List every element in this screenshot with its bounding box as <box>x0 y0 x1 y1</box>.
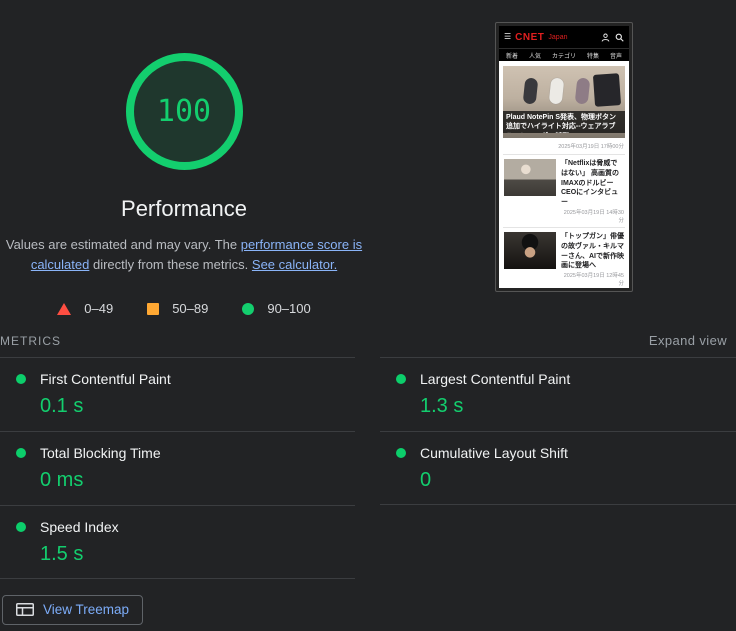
see-calculator-link[interactable]: See calculator. <box>251 257 338 272</box>
pass-dot-icon <box>16 522 26 532</box>
metric-name: Cumulative Layout Shift <box>420 445 568 461</box>
metric-largest-contentful-paint: Largest Contentful Paint 1.3 s <box>380 357 736 431</box>
search-icon <box>615 33 624 42</box>
metric-name: Total Blocking Time <box>40 445 161 461</box>
cnet-nav-item: 人気 <box>528 53 541 60</box>
article-text: 「トップガン」俳優の故ヴァル・キルマーさん、AIで新作映画に登場へ 2025年0… <box>561 232 624 287</box>
cnet-page-body: Plaud NotePin S発表、物理ボタン追加でハイライト対応--ウェアラブ… <box>499 61 629 288</box>
page-screenshot-thumbnail[interactable]: ☰ CNET Japan 新着 人気 カテゴリ 特集 音声 <box>495 22 633 292</box>
score-description-text-2: directly from these metrics. <box>89 257 252 272</box>
pass-dot-icon <box>396 448 406 458</box>
article-title: 「Netflixは脅威ではない」 高画質のIMAXのドルビーCEOにインタビュー <box>561 160 619 207</box>
article-date: 2025年03月19日 12時45分 <box>563 273 624 288</box>
view-treemap-button[interactable]: View Treemap <box>2 595 144 625</box>
cnet-nav-item: カテゴリ <box>551 53 576 60</box>
article-thumbnail-topgun <box>504 231 556 269</box>
hero-device-pill-mauve <box>574 77 591 105</box>
performance-title: Performance <box>121 196 247 221</box>
legend-fail-range: 0–49 <box>84 301 114 316</box>
pass-dot-icon <box>396 374 406 384</box>
legend-average: 50–89 <box>147 301 208 316</box>
hero-device-pill-white <box>548 77 565 105</box>
pass-circle-icon <box>242 302 255 315</box>
view-treemap-label: View Treemap <box>43 602 130 617</box>
pass-dot-icon <box>16 374 26 384</box>
cnet-nav-item: 特集 <box>586 53 599 60</box>
metric-value: 0 <box>420 469 432 491</box>
fail-triangle-icon <box>57 302 72 315</box>
score-description-text-1: Values are estimated and may vary. The <box>5 237 241 252</box>
legend-average-range: 50–89 <box>172 301 209 316</box>
article-thumbnail-netflix <box>504 159 556 196</box>
person-icon <box>601 33 610 42</box>
cnet-header-icons <box>601 33 624 42</box>
metric-value: 0.1 s <box>40 395 84 417</box>
cnet-header-bar: ☰ CNET Japan <box>499 26 629 48</box>
metric-name: First Contentful Paint <box>40 371 171 387</box>
metrics-heading: METRICS <box>0 333 61 348</box>
metric-name: Speed Index <box>40 519 119 535</box>
cnet-japan-screenshot: ☰ CNET Japan 新着 人気 カテゴリ 特集 音声 <box>499 26 629 288</box>
metric-speed-index: Speed Index 1.5 s <box>0 505 355 579</box>
score-legend: 0–49 50–89 90–100 <box>0 301 368 316</box>
hamburger-menu-icon: ☰ <box>504 32 512 41</box>
expand-view-link[interactable]: Expand view <box>648 333 727 348</box>
hero-device-square <box>592 73 622 107</box>
hero-article-date: 2025年03月19日 17時00分 <box>558 144 624 150</box>
hero-article-image: Plaud NotePin S発表、物理ボタン追加でハイライト対応--ウェアラブ… <box>503 66 625 138</box>
cnet-logo: CNET <box>515 31 545 43</box>
legend-pass: 90–100 <box>242 301 311 316</box>
cnet-nav-item: 新着 <box>506 53 519 60</box>
performance-summary: 100 Performance Values are estimated and… <box>0 0 368 316</box>
cnet-logo-japan: Japan <box>548 33 568 41</box>
treemap-icon <box>16 603 34 616</box>
metric-name: Largest Contentful Paint <box>420 371 571 387</box>
metric-value: 0 ms <box>40 469 84 491</box>
metrics-grid: First Contentful Paint 0.1 s Largest Con… <box>0 357 736 579</box>
article-text: 「Netflixは脅威ではない」 高画質のIMAXのドルビーCEOにインタビュー… <box>561 159 624 224</box>
score-description: Values are estimated and may vary. The p… <box>5 235 363 275</box>
legend-fail: 0–49 <box>57 301 113 316</box>
metric-value: 1.3 s <box>420 395 464 417</box>
pass-dot-icon <box>16 448 26 458</box>
average-square-icon <box>147 302 160 315</box>
metric-cumulative-layout-shift: Cumulative Layout Shift 0 <box>380 431 736 505</box>
performance-score-calculated-link[interactable]: performance score is calculated <box>30 237 363 272</box>
metric-first-contentful-paint: First Contentful Paint 0.1 s <box>0 357 355 431</box>
performance-score-gauge[interactable]: 100 <box>125 53 243 170</box>
performance-score-value: 100 <box>156 94 212 129</box>
article-row: 「トップガン」俳優の故ヴァル・キルマーさん、AIで新作映画に登場へ 2025年0… <box>503 226 625 288</box>
legend-pass-range: 90–100 <box>267 301 311 316</box>
metrics-section-header: METRICS Expand view <box>0 333 736 348</box>
article-row: 「Netflixは脅威ではない」 高画質のIMAXのドルビーCEOにインタビュー… <box>503 154 625 227</box>
article-title: 「トップガン」俳優の故ヴァル・キルマーさん、AIで新作映画に登場へ <box>561 232 624 270</box>
hero-device-pill-dark <box>522 77 539 105</box>
cnet-nav-item: 音声 <box>609 53 622 60</box>
metric-value: 1.5 s <box>40 543 84 565</box>
cnet-nav-bar: 新着 人気 カテゴリ 特集 音声 <box>499 48 629 61</box>
metric-total-blocking-time: Total Blocking Time 0 ms <box>0 431 355 505</box>
article-date: 2025年03月19日 14時30分 <box>563 209 624 224</box>
hero-article-title: Plaud NotePin S発表、物理ボタン追加でハイライト対応--ウェアラブ… <box>503 111 625 133</box>
